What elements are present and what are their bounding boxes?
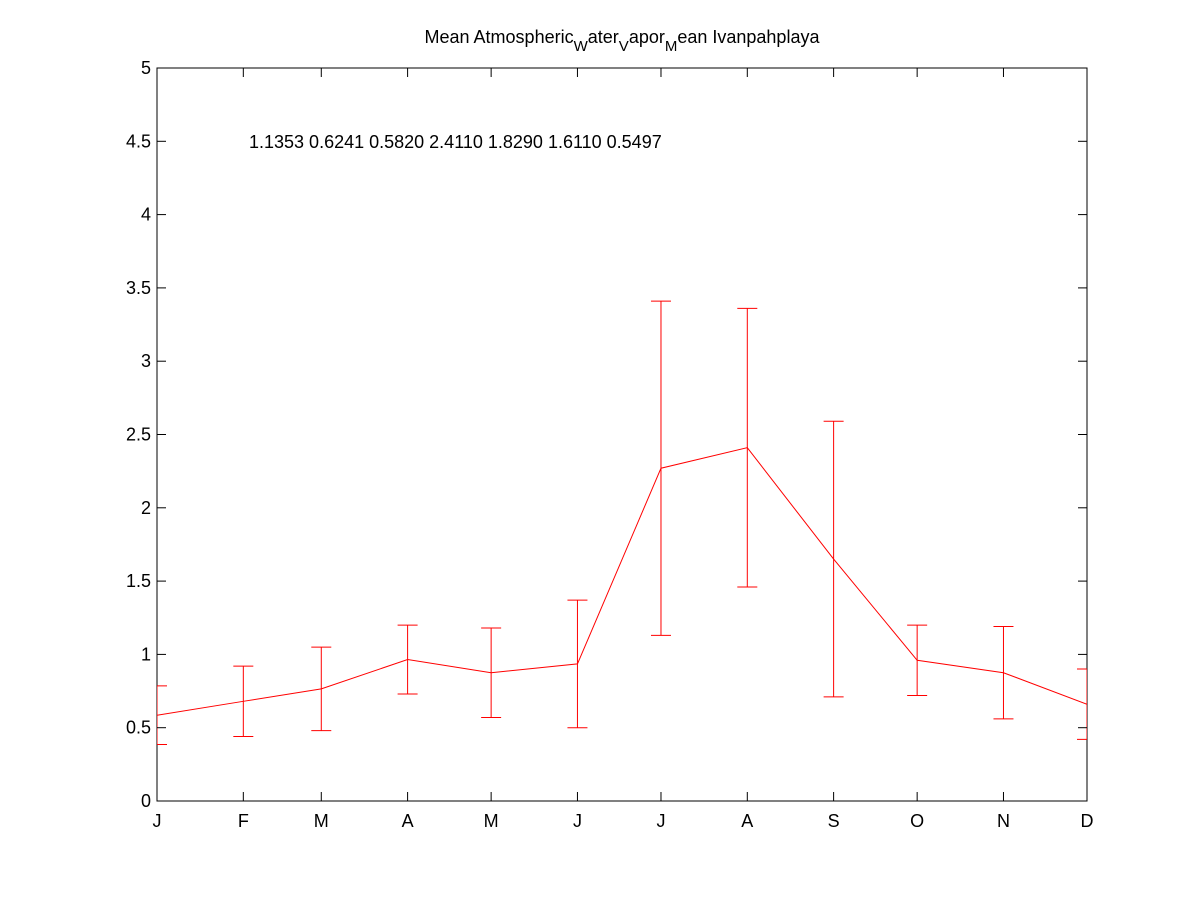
error-bar [567, 599, 588, 729]
x-tick-label: N [997, 811, 1010, 831]
x-tick-label: A [402, 811, 414, 831]
x-tick-label: A [741, 811, 753, 831]
error-bar [481, 627, 502, 718]
title-part: ater [588, 27, 619, 47]
x-tick-label: J [153, 811, 162, 831]
x-tick-label: J [656, 811, 665, 831]
y-tick-label: 4.5 [126, 131, 151, 151]
title-subscript: V [619, 38, 629, 55]
x-tick-label: J [573, 811, 582, 831]
title-subscript: W [574, 38, 589, 55]
y-tick-label: 2.5 [126, 425, 151, 445]
title-part: apor [629, 27, 665, 47]
x-tick-label: M [484, 811, 499, 831]
y-tick-label: 4 [141, 205, 151, 225]
x-tick-label: F [238, 811, 249, 831]
error-bar [311, 646, 332, 732]
y-tick-label: 1.5 [126, 571, 151, 591]
error-bar [1077, 668, 1087, 740]
x-tick-label: S [828, 811, 840, 831]
error-bar [907, 624, 928, 696]
error-bar [993, 626, 1014, 720]
y-tick-label: 3 [141, 351, 151, 371]
y-tick-label: 2 [141, 498, 151, 518]
title-subscript: M [665, 38, 678, 55]
error-bar [157, 685, 167, 746]
data-line [157, 447, 1087, 716]
error-bar [650, 300, 671, 636]
plot-layer [157, 300, 1087, 746]
error-bar [233, 665, 254, 737]
y-tick-label: 0.5 [126, 718, 151, 738]
title-part: ean Ivanpahplaya [677, 27, 820, 47]
x-tick-label: O [910, 811, 924, 831]
y-tick-label: 3.5 [126, 278, 151, 298]
chart-title: Mean AtmosphericWaterVaporMean Ivanpahpl… [425, 27, 821, 55]
error-bar [823, 420, 844, 698]
y-tick-label: 0 [141, 791, 151, 811]
y-tick-label: 5 [141, 58, 151, 78]
error-bar [737, 307, 758, 588]
title-part: Mean Atmospheric [425, 27, 574, 47]
y-tick-label: 1 [141, 644, 151, 664]
x-tick-label: D [1081, 811, 1094, 831]
annotation: 1.1353 0.6241 0.5820 2.4110 1.8290 1.611… [249, 132, 662, 152]
plot-area [156, 67, 1088, 802]
error-bar [397, 624, 418, 695]
x-tick-label: M [314, 811, 329, 831]
